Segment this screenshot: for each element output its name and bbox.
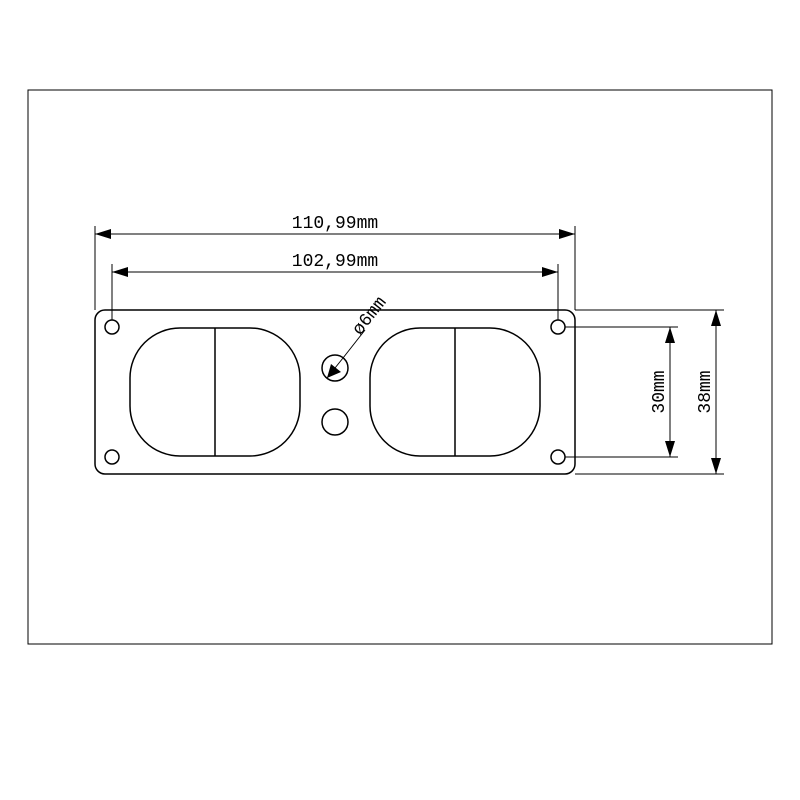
dim-outer-height-label: 38mm <box>696 370 716 413</box>
outer-frame <box>28 90 772 644</box>
corner-hole <box>551 450 565 464</box>
plate-outline <box>95 310 575 474</box>
corner-hole <box>105 320 119 334</box>
dim-inner-height: 30mm <box>565 327 678 457</box>
drawing-canvas: 110,99mm 102,99mm 38mm 30mm ø6mm <box>0 0 800 800</box>
corner-hole <box>105 450 119 464</box>
cutout-left <box>130 328 300 456</box>
dim-inner-height-label: 30mm <box>650 370 670 413</box>
corner-hole <box>551 320 565 334</box>
dim-hole-dia-label: ø6mm <box>349 293 391 339</box>
center-hole-lower <box>322 409 348 435</box>
dim-inner-width-label: 102,99mm <box>292 252 378 272</box>
dim-outer-width-label: 110,99mm <box>292 214 378 234</box>
cutout-right <box>370 328 540 456</box>
dim-hole-diameter: ø6mm <box>327 293 391 378</box>
